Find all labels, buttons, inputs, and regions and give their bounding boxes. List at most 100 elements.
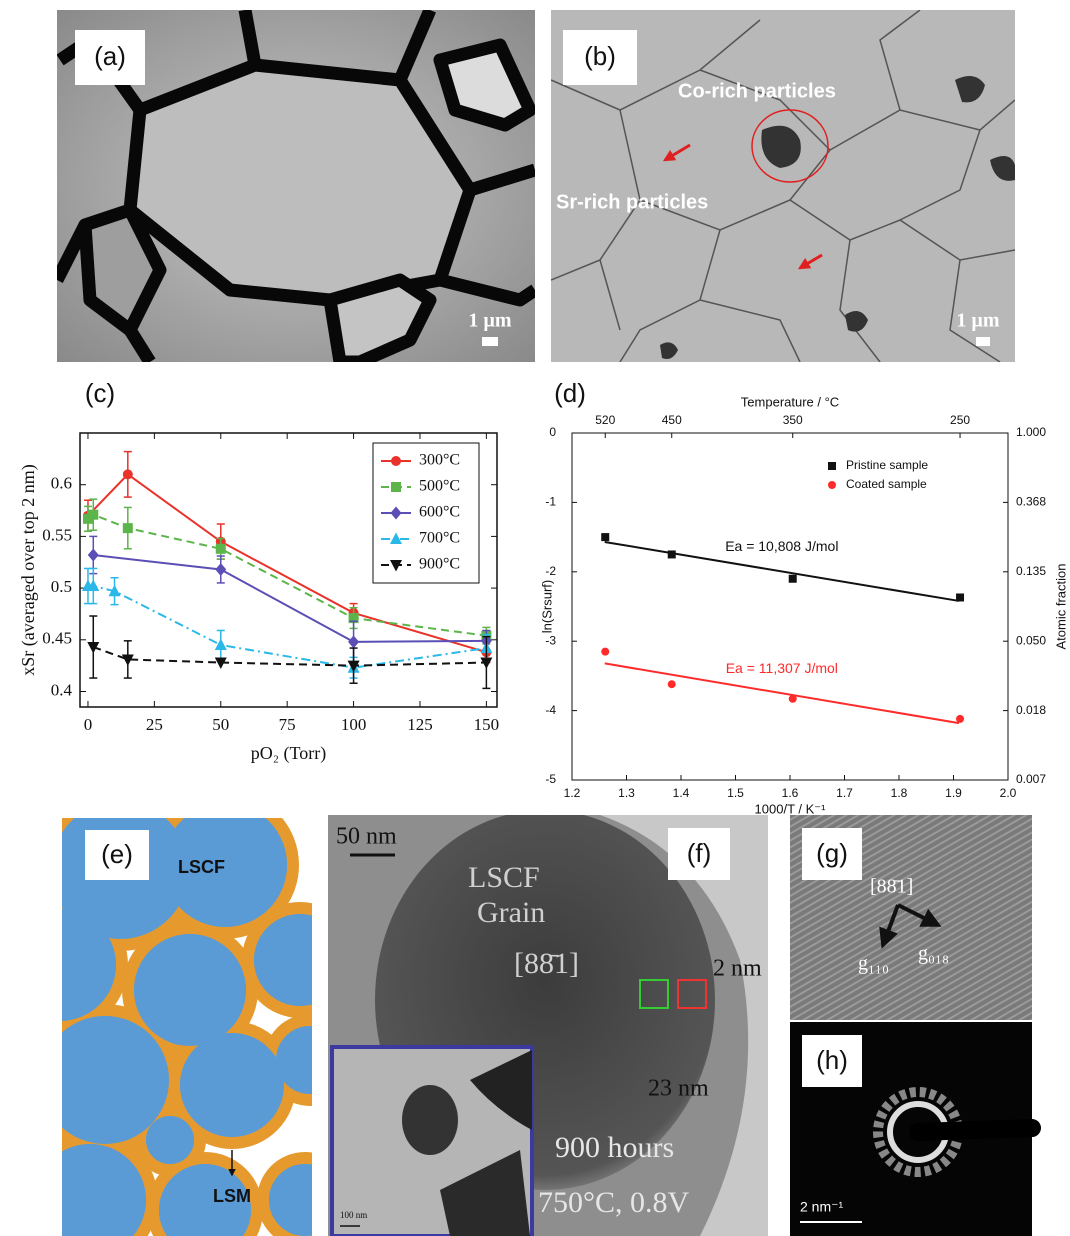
- panel-label: (f): [687, 838, 712, 868]
- micrograph-a-part-part: [323, 273, 437, 362]
- y2-tick-label: 0.050: [1016, 633, 1046, 647]
- micrograph-f: [328, 815, 768, 1236]
- marker: [348, 635, 360, 649]
- micrograph-b-part: [761, 125, 801, 168]
- micrograph-f-part: [402, 1085, 458, 1155]
- marker: [480, 657, 493, 670]
- micrograph-b-part-part: [699, 299, 801, 362]
- series-line: [92, 646, 487, 667]
- grain: [276, 1026, 312, 1094]
- micrograph-a-part-part: [438, 273, 535, 307]
- micrograph-f-part: [677, 979, 707, 1009]
- x-tick-label: 1.9: [945, 786, 962, 800]
- x2-tick-label: 250: [950, 413, 970, 427]
- marker: [87, 579, 100, 592]
- legend-label: 500°C: [419, 478, 460, 495]
- scale-label: 1 µm: [956, 310, 1000, 332]
- panel-label-box: [802, 828, 862, 880]
- micrograph-b-part: [660, 342, 678, 359]
- grain: [62, 1144, 146, 1236]
- marker: [108, 584, 121, 597]
- marker: [347, 660, 360, 673]
- micrograph-b-part-part: [599, 259, 621, 331]
- legend-label: 700°C: [419, 530, 460, 547]
- x-tick-label: 1.2: [564, 786, 581, 800]
- micrograph-a-part-part: [124, 326, 156, 362]
- marker: [788, 694, 797, 703]
- annotation: Grain: [477, 896, 545, 929]
- fit-annotation: Ea = 10,808 J/mol: [725, 538, 838, 554]
- fit-annotation: Ea = 11,307 J/mol: [726, 660, 838, 676]
- marker: [391, 482, 401, 492]
- micrograph-a-part-part: [238, 10, 262, 67]
- x-tick-label: 1.6: [782, 786, 799, 800]
- marker: [87, 642, 100, 654]
- micrograph-f-part: [639, 979, 669, 1009]
- micrograph-b-part-part: [899, 129, 981, 221]
- x-tick-label: 150: [474, 715, 500, 734]
- marker: [122, 469, 133, 480]
- legend-label: Coated sample: [846, 477, 927, 491]
- marker: [667, 550, 676, 559]
- x-axis-label: 1000/T / K⁻¹: [755, 801, 827, 816]
- micrograph-g-part: [879, 904, 900, 949]
- marker: [121, 654, 134, 666]
- x-tick-label: 1.4: [673, 786, 690, 800]
- grain: [254, 914, 312, 1006]
- y2-tick-label: 0.135: [1016, 564, 1046, 578]
- panel-label-box: [85, 830, 149, 880]
- y-tick-label: 0.6: [51, 474, 72, 493]
- y2-tick-label: 0.368: [1016, 495, 1046, 509]
- grain: [62, 909, 116, 1021]
- x-tick-label: 1.5: [727, 786, 744, 800]
- micrograph-b-part-part: [699, 69, 831, 151]
- plot-frame: [79, 432, 498, 708]
- y-axis-label: xSr (averaged over top 2 nm): [18, 464, 39, 675]
- y-tick-label: 0.4: [51, 680, 73, 699]
- micrograph-b-part-part: [829, 99, 1015, 151]
- legend-label: Pristine sample: [846, 458, 928, 472]
- x2-tick-label: 350: [783, 413, 803, 427]
- marker: [215, 543, 226, 554]
- y-tick-label: 0.5: [51, 577, 72, 596]
- panel-label-box: [563, 30, 637, 85]
- micrograph-g-part: [897, 903, 942, 927]
- y-tick-label: -1: [545, 495, 556, 509]
- x-tick-label: 2.0: [1000, 786, 1017, 800]
- x-tick-label: 100: [341, 715, 367, 734]
- annotation: [88̄1]: [870, 876, 913, 898]
- x-tick-label: 0: [84, 715, 93, 734]
- micrograph-b-part: [990, 156, 1015, 181]
- panel-label: (b): [584, 41, 616, 71]
- series-line: [87, 585, 487, 669]
- marker: [122, 523, 133, 534]
- annotation: LSCF: [178, 857, 225, 877]
- panel-label: (e): [101, 839, 133, 869]
- y-tick-label: -4: [545, 703, 556, 717]
- fit-line: [604, 540, 960, 602]
- micrograph-b-part-part: [839, 239, 881, 362]
- micrograph-b-part: [955, 76, 985, 103]
- x2-tick-label: 450: [662, 413, 682, 427]
- annotation: [88̄1]: [514, 947, 579, 980]
- marker: [956, 593, 965, 602]
- annotation: LSM: [213, 1186, 251, 1206]
- x-tick-label: 50: [212, 715, 229, 734]
- annotation: g₁₁₀: [858, 953, 889, 975]
- marker: [601, 647, 610, 656]
- grain: [180, 1033, 284, 1137]
- series-line: [93, 554, 487, 643]
- micrograph-b-part: [797, 253, 823, 270]
- micrograph-a-part-part: [468, 163, 535, 197]
- annotation: 2 nm: [713, 956, 762, 982]
- panel-label: (a): [94, 41, 126, 71]
- y-tick-label: 0.55: [42, 525, 72, 544]
- x-tick-label: 125: [407, 715, 433, 734]
- scale-label: 1 µm: [468, 310, 512, 332]
- micrograph-f-part: [600, 815, 768, 1236]
- scale-label: 50 nm: [336, 824, 397, 850]
- x-tick-label: 75: [279, 715, 296, 734]
- legend-label: 900°C: [419, 556, 460, 573]
- annotation: Co-rich particles: [678, 80, 836, 102]
